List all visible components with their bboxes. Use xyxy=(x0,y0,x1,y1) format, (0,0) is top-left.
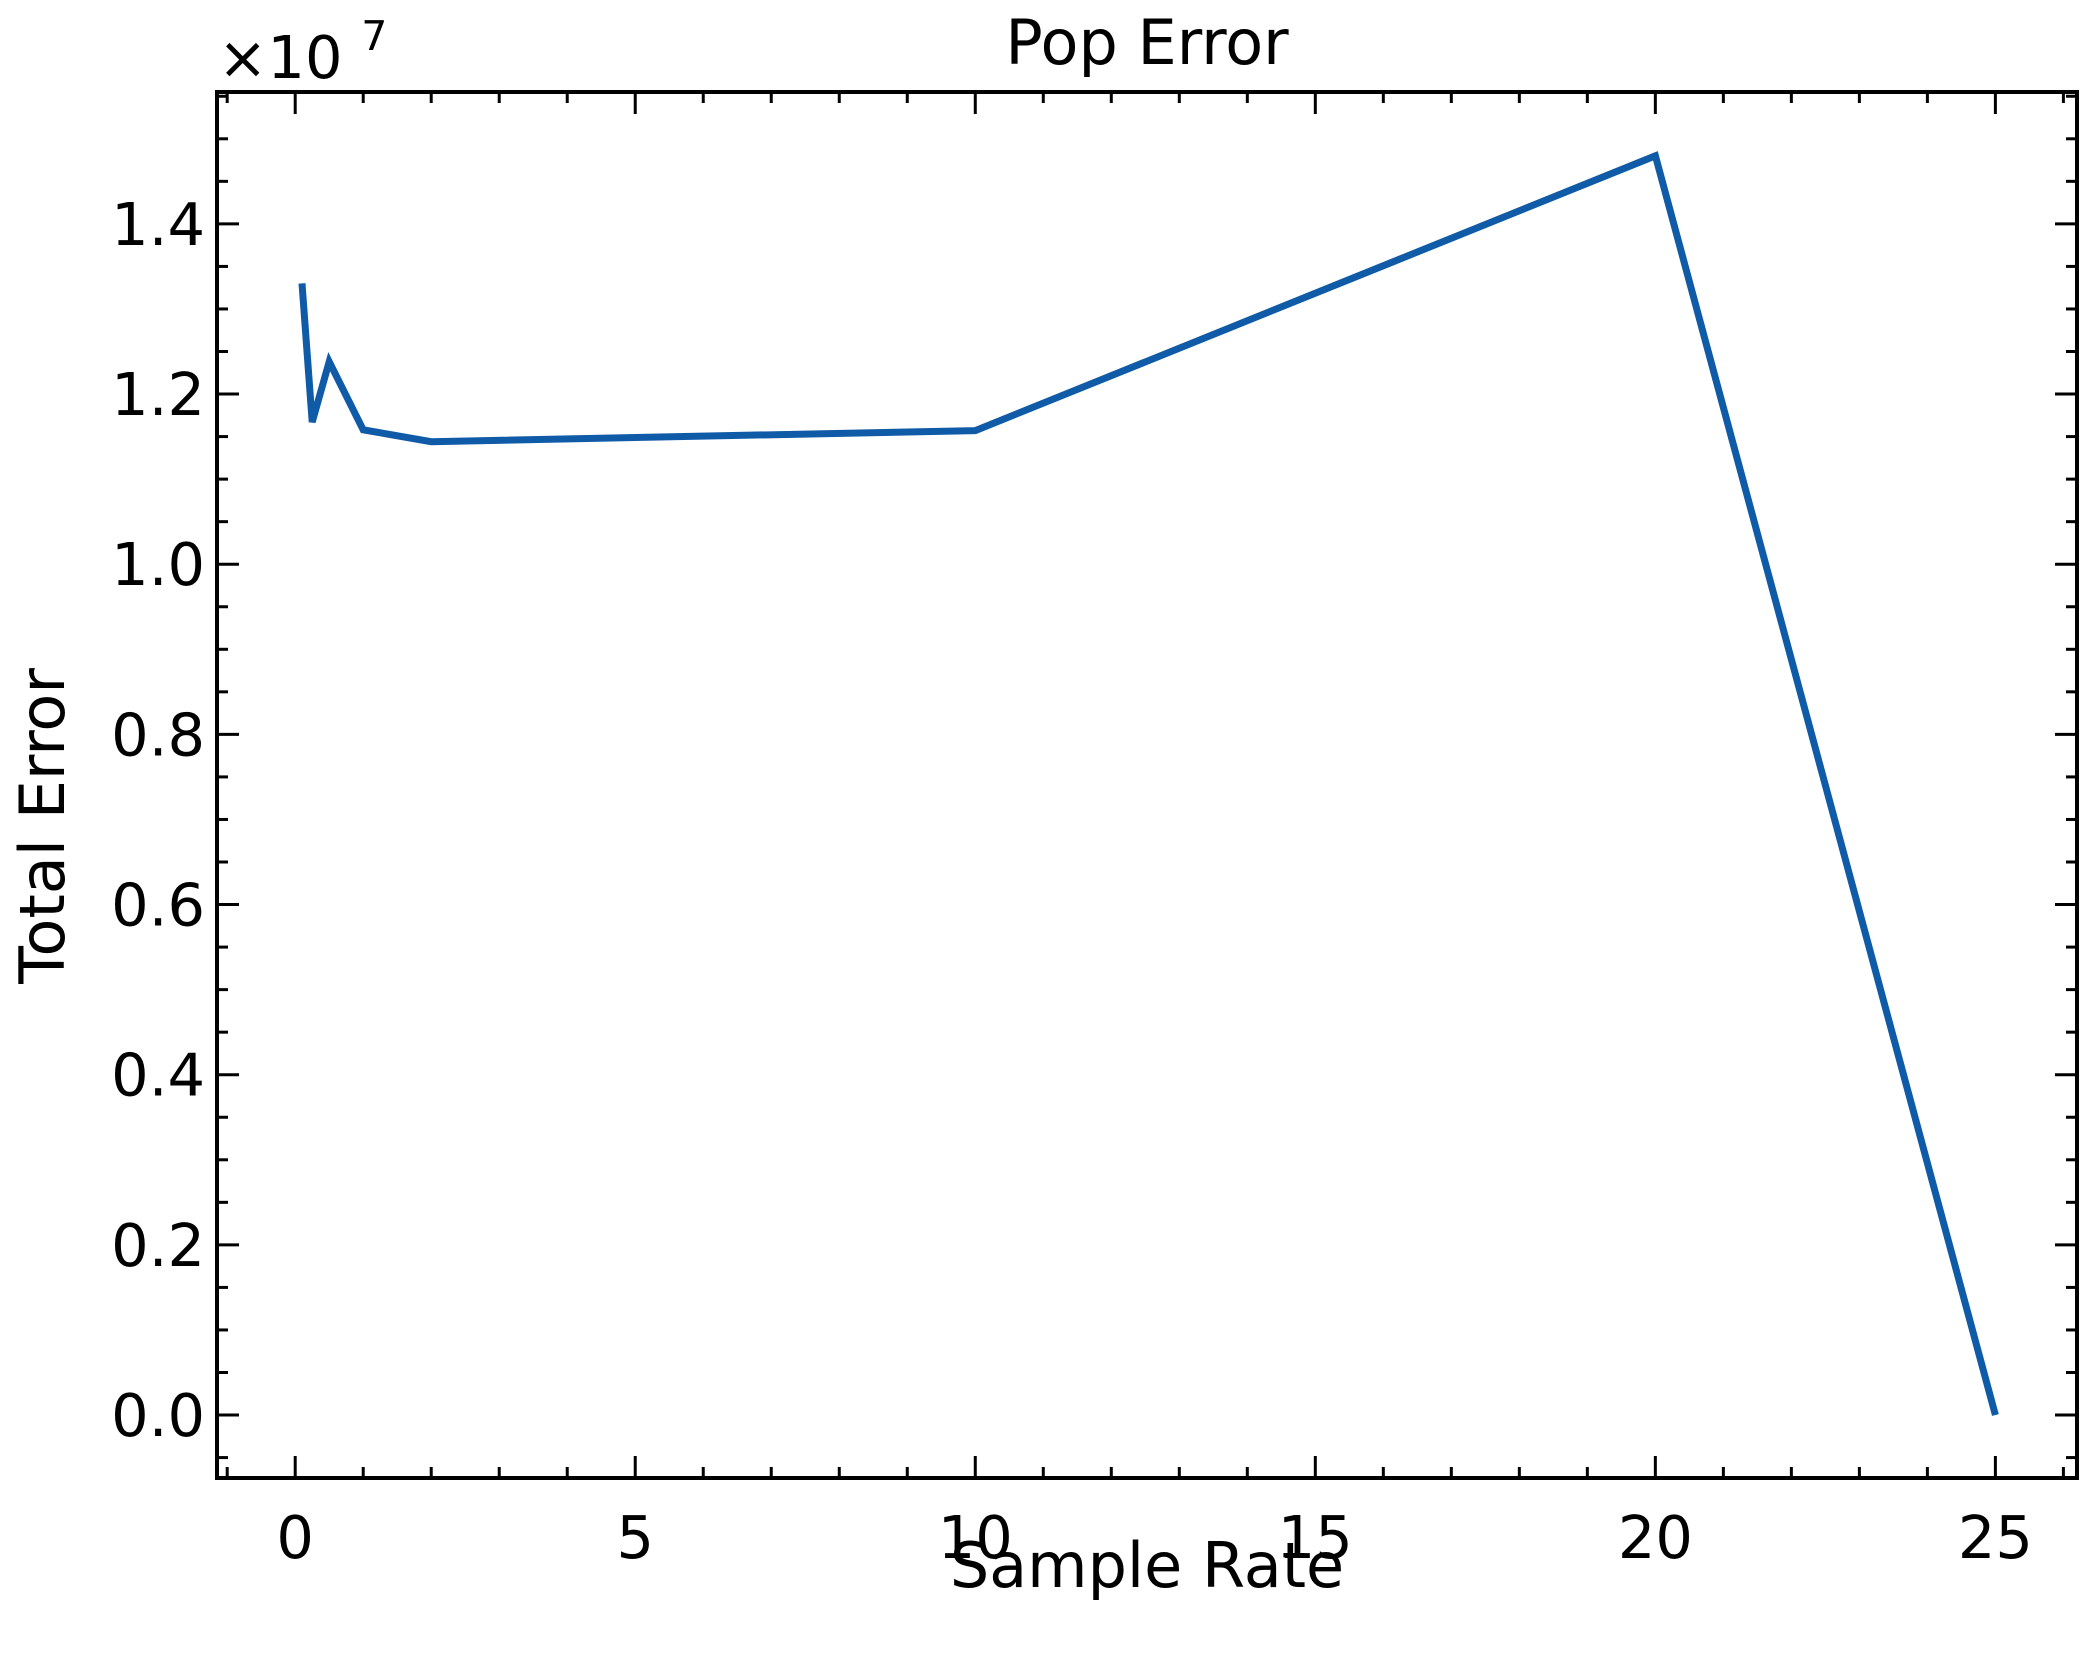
x-tick-label: 20 xyxy=(1618,1503,1693,1572)
series-line xyxy=(298,151,1999,1416)
y-tick-label: 0.6 xyxy=(111,871,205,940)
y-tick-label: 1.0 xyxy=(111,530,205,599)
y-tick-label: 1.4 xyxy=(111,190,205,259)
x-tick-label: 5 xyxy=(616,1503,654,1572)
x-tick-label: 10 xyxy=(938,1503,1013,1572)
y-offset-exponent: 7 xyxy=(361,12,387,60)
x-axis-label: Sample Rate xyxy=(950,1529,1344,1602)
tick-layer: 0 5 10 15 20 25 0.0 0.2 0.4 0.6 0.8 1.0 1.2 1.4 xyxy=(111,92,2077,1572)
y-tick-label: 0.2 xyxy=(111,1211,205,1280)
y-tick-label: 0.8 xyxy=(111,700,205,769)
y-axis-label: Total Error xyxy=(6,668,79,985)
y-tick-label: 1.2 xyxy=(111,360,205,429)
x-tick-label: 15 xyxy=(1278,1503,1353,1572)
x-tick-label: 0 xyxy=(276,1503,314,1572)
y-axis-offset-label: ×10 7 xyxy=(218,12,387,92)
y-offset-base: ×10 xyxy=(218,23,343,92)
series-layer xyxy=(298,151,1999,1416)
x-tick-label: 25 xyxy=(1958,1503,2033,1572)
chart-title: Pop Error xyxy=(1005,6,1289,79)
plot-area: 0 5 10 15 20 25 0.0 0.2 0.4 0.6 0.8 1.0 1.2 1.4 xyxy=(111,90,2079,1572)
y-tick-label: 0.4 xyxy=(111,1041,205,1110)
axes-frame xyxy=(215,90,2079,1480)
y-tick-label: 0.0 xyxy=(111,1381,205,1450)
